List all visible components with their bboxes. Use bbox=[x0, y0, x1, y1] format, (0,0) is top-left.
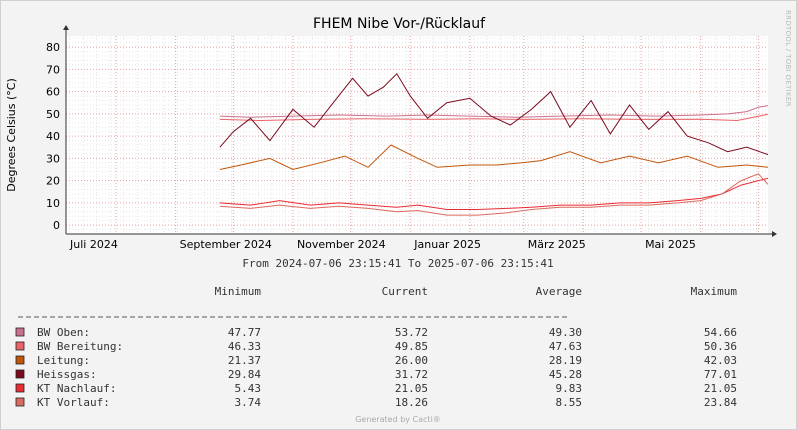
series-line bbox=[219, 72, 769, 156]
y-axis-label: Degrees Celsius (°C) bbox=[5, 78, 18, 192]
y-tick-label: 50 bbox=[46, 108, 60, 121]
y-tick-label: 60 bbox=[46, 86, 60, 99]
legend-row: BW Oben: 47.77 53.72 49.30 54.66 bbox=[15, 326, 737, 339]
legend-value: 53.72 bbox=[395, 326, 428, 339]
y-tick-label: 0 bbox=[53, 219, 60, 232]
legend-value: 50.36 bbox=[704, 340, 737, 353]
legend-row: KT Nachlauf: 5.43 21.05 9.83 21.05 bbox=[15, 382, 737, 395]
legend-row: Leitung: 21.37 26.00 28.19 42.03 bbox=[15, 354, 737, 367]
legend-swatch bbox=[15, 369, 25, 379]
legend-series-name: BW Oben: bbox=[37, 326, 90, 339]
y-tick-label: 10 bbox=[46, 197, 60, 210]
legend-series-name: KT Vorlauf: bbox=[37, 396, 110, 409]
legend-value: 54.66 bbox=[704, 326, 737, 339]
x-tick-label: Mai 2025 bbox=[645, 238, 696, 251]
legend-value: 18.26 bbox=[395, 396, 428, 409]
legend-column-header: Current bbox=[382, 285, 428, 298]
y-axis-arrow bbox=[63, 25, 69, 30]
legend-column-header: Average bbox=[536, 285, 582, 298]
legend-series-name: BW Bereitung: bbox=[37, 340, 123, 353]
legend-column-header: Maximum bbox=[691, 285, 738, 298]
legend-value: 23.84 bbox=[704, 396, 737, 409]
legend-swatch bbox=[15, 341, 25, 351]
x-tick-label: September 2024 bbox=[180, 238, 272, 251]
legend-value: 26.00 bbox=[395, 354, 428, 367]
legend-value: 45.28 bbox=[549, 368, 582, 381]
legend-swatch bbox=[15, 383, 25, 393]
legend-value: 49.85 bbox=[395, 340, 428, 353]
x-tick-label: Januar 2025 bbox=[413, 238, 481, 251]
rrdtool-watermark: RRDTOOL / TOBI OETIKER bbox=[784, 10, 792, 107]
legend-column-header: Minimum bbox=[215, 285, 262, 298]
generated-by-footer: Generated by Cacti® bbox=[355, 415, 441, 424]
legend-value: 28.19 bbox=[549, 354, 582, 367]
series-line bbox=[219, 105, 769, 118]
legend-value: 42.03 bbox=[704, 354, 737, 367]
legend-value: 29.84 bbox=[228, 368, 261, 381]
legend-value: 9.83 bbox=[556, 382, 583, 395]
legend-row: KT Vorlauf: 3.74 18.26 8.55 23.84 bbox=[15, 396, 737, 409]
legend-row: BW Bereitung: 46.33 49.85 47.63 50.36 bbox=[15, 340, 737, 353]
legend-value: 5.43 bbox=[235, 382, 262, 395]
legend-header: Minimum Current Average Maximum bbox=[215, 285, 738, 298]
y-tick-labels: 0 10 20 30 40 50 60 70 80 bbox=[46, 41, 60, 232]
legend-value: 31.72 bbox=[395, 368, 428, 381]
legend-series-name: Heissgas: bbox=[37, 368, 97, 381]
series-line bbox=[219, 144, 769, 171]
legend-swatch bbox=[15, 355, 25, 365]
legend-series-name: Leitung: bbox=[37, 354, 90, 367]
series-line bbox=[219, 113, 769, 122]
legend-value: 8.55 bbox=[556, 396, 583, 409]
legend-value: 3.74 bbox=[235, 396, 262, 409]
x-tick-labels: Juli 2024 September 2024 November 2024 Janu… bbox=[69, 238, 696, 251]
legend-value: 21.05 bbox=[395, 382, 428, 395]
axes bbox=[63, 25, 777, 237]
legend-series-name: KT Nachlauf: bbox=[37, 382, 116, 395]
time-range-text: From 2024-07-06 23:15:41 To 2025-07-06 2… bbox=[242, 257, 553, 270]
legend-value: 49.30 bbox=[549, 326, 582, 339]
x-tick-label: November 2024 bbox=[297, 238, 386, 251]
legend-swatch bbox=[15, 397, 25, 407]
y-tick-label: 30 bbox=[46, 152, 60, 165]
legend-swatch bbox=[15, 327, 25, 337]
legend-value: 21.37 bbox=[228, 354, 261, 367]
legend-value: 77.01 bbox=[704, 368, 737, 381]
x-axis-arrow bbox=[772, 231, 777, 237]
legend-value: 21.05 bbox=[704, 382, 737, 395]
legend-value: 46.33 bbox=[228, 340, 261, 353]
y-tick-label: 20 bbox=[46, 175, 60, 188]
y-tick-label: 40 bbox=[46, 130, 60, 143]
series-lines bbox=[219, 72, 769, 216]
legend-value: 47.77 bbox=[228, 326, 261, 339]
y-tick-label: 80 bbox=[46, 41, 60, 54]
x-tick-label: Juli 2024 bbox=[69, 238, 118, 251]
chart-title: FHEM Nibe Vor-/Rücklauf bbox=[313, 16, 486, 32]
series-line bbox=[219, 177, 769, 210]
series-line bbox=[219, 173, 769, 216]
y-tick-label: 70 bbox=[46, 63, 60, 76]
legend-row: Heissgas: 29.84 31.72 45.28 77.01 bbox=[15, 368, 737, 381]
legend-value: 47.63 bbox=[549, 340, 582, 353]
x-tick-label: März 2025 bbox=[528, 238, 586, 251]
